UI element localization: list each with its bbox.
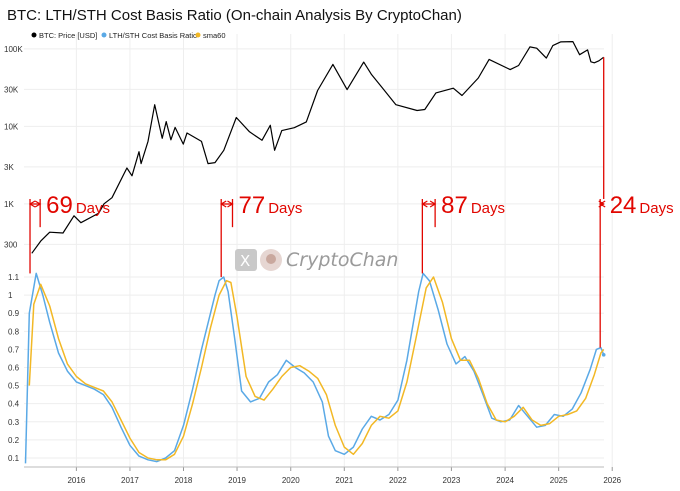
annotation-arrow-right <box>34 200 42 208</box>
grid-layer <box>24 34 613 467</box>
x-tick-label: 2017 <box>121 476 139 485</box>
annotation-arrow-right <box>227 200 234 208</box>
legend-price-label: BTC: Price [USD] <box>39 31 97 40</box>
top-y-tick-label: 1K <box>4 200 14 209</box>
legend-sma-label: sma60 <box>203 31 226 40</box>
ratio-current-point <box>601 353 606 357</box>
x-logo-icon <box>235 249 257 271</box>
annotation-arrow-right <box>429 200 437 208</box>
annotation-label: 69 Days <box>46 192 110 219</box>
axis-layer: 300 1K 3K 10K 30K 100K 0.1 0.2 0.3 0.4 0.5 0.6 0.7 0.… <box>4 45 622 485</box>
top-y-tick-label: 30K <box>4 85 19 94</box>
annotation-label: 77 Days <box>238 192 302 219</box>
watermark: X CryptoChan <box>235 249 398 271</box>
watermark-text: CryptoChan <box>286 249 398 271</box>
bottom-y-tick-label: 0.1 <box>8 454 20 463</box>
chart-title: BTC: LTH/STH Cost Basis Ratio (On-chain … <box>7 7 462 24</box>
annotation-days-unit: Days <box>639 200 673 217</box>
x-tick-label: 2020 <box>282 476 300 485</box>
annotation-days-value: 69 <box>46 192 73 219</box>
bottom-y-tick-label: 0.9 <box>8 309 20 318</box>
annotation-days-unit: Days <box>471 200 505 217</box>
x-tick-label: 2018 <box>175 476 193 485</box>
x-tick-label: 2021 <box>335 476 353 485</box>
bottom-y-tick-label: 0.7 <box>8 345 20 354</box>
legend-ratio-label: LTH/STH Cost Basis Ratio <box>109 31 197 40</box>
annotation-days-unit: Days <box>268 200 302 217</box>
annotation-days-value: 77 <box>238 192 265 219</box>
annotation-arrow-left <box>421 200 428 208</box>
x-tick-label: 2016 <box>67 476 85 485</box>
annotation-arrow-left <box>599 200 606 208</box>
bottom-y-tick-label: 0.5 <box>8 382 20 391</box>
x-tick-label: 2023 <box>443 476 461 485</box>
bottom-y-tick-label: 0.3 <box>8 418 20 427</box>
x-tick-label: 2024 <box>496 476 514 485</box>
top-y-tick-label: 3K <box>4 163 14 172</box>
bottom-y-tick-label: 0.4 <box>8 400 20 409</box>
days-annotation: 77 Days <box>220 192 302 278</box>
annotation-layer: 69 Days 77 Days 87 Days 24 Days <box>28 57 674 348</box>
days-annotation: 24 Days <box>598 57 674 348</box>
bottom-y-tick-label: 0.8 <box>8 327 20 336</box>
chart-legend: BTC: Price [USD] LTH/STH Cost Basis Rati… <box>31 31 226 40</box>
days-annotation: 69 Days <box>28 192 110 274</box>
x-logo-letter: X <box>240 252 250 270</box>
legend-price-swatch <box>31 32 37 38</box>
x-tick-label: 2025 <box>550 476 568 485</box>
bottom-y-tick-label: 0.2 <box>8 436 20 445</box>
top-y-tick-label: 100K <box>4 45 23 54</box>
x-tick-label: 2026 <box>603 476 621 485</box>
legend-ratio-swatch <box>101 32 107 38</box>
annotation-label: 24 Days <box>610 192 674 219</box>
series-layer <box>24 41 606 464</box>
bottom-y-tick-label: 1.1 <box>8 273 20 282</box>
annotation-arrow-left <box>28 200 36 208</box>
top-y-tick-label: 10K <box>4 122 19 131</box>
annotation-days-value: 24 <box>610 192 637 219</box>
annotation-days-unit: Days <box>76 200 110 217</box>
price-series-line <box>31 41 605 254</box>
bottom-y-tick-label: 0.6 <box>8 364 20 373</box>
days-annotation: 87 Days <box>421 192 505 274</box>
top-y-tick-label: 300 <box>4 240 18 249</box>
avatar-icon-face <box>266 254 276 264</box>
annotation-label: 87 Days <box>441 192 505 219</box>
ratio-series-line <box>24 272 605 464</box>
sma60-series-line <box>28 276 605 461</box>
x-tick-label: 2019 <box>228 476 246 485</box>
annotation-days-value: 87 <box>441 192 468 219</box>
annotation-arrow-right <box>598 200 605 208</box>
legend-sma-swatch <box>195 32 201 38</box>
x-tick-label: 2022 <box>389 476 407 485</box>
annotation-arrow-left <box>220 200 227 208</box>
bottom-y-tick-label: 1 <box>8 291 13 300</box>
